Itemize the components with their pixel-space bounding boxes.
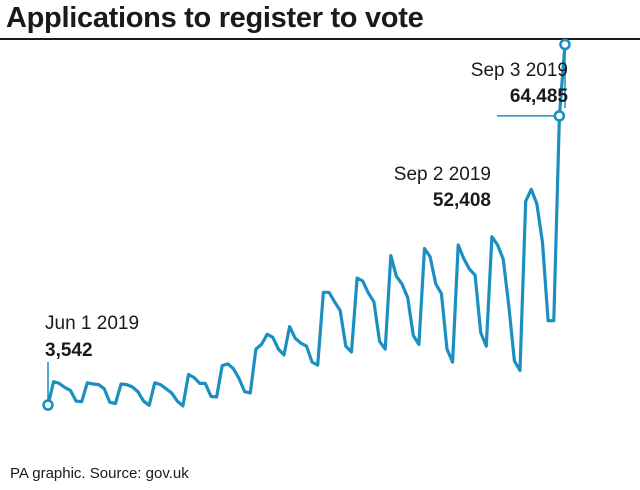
annotation-date-sep3: Sep 3 2019 bbox=[471, 60, 568, 81]
annotation-value-sep2: 52,408 bbox=[433, 190, 491, 211]
annotation-value-start: 3,542 bbox=[45, 340, 93, 361]
annotation-value-sep3: 64,485 bbox=[510, 86, 569, 107]
series-line bbox=[46, 42, 567, 408]
annotation-date-start: Jun 1 2019 bbox=[45, 313, 139, 334]
source-note: PA graphic. Source: gov.uk bbox=[10, 465, 189, 482]
annotation-date-sep2: Sep 2 2019 bbox=[394, 164, 491, 185]
data-point-marker-sep2 bbox=[553, 110, 566, 122]
chart-title: Applications to register to vote bbox=[6, 2, 424, 34]
title-divider bbox=[0, 38, 640, 40]
data-point-marker-sep3 bbox=[559, 38, 571, 51]
data-point-marker-start bbox=[42, 399, 54, 411]
